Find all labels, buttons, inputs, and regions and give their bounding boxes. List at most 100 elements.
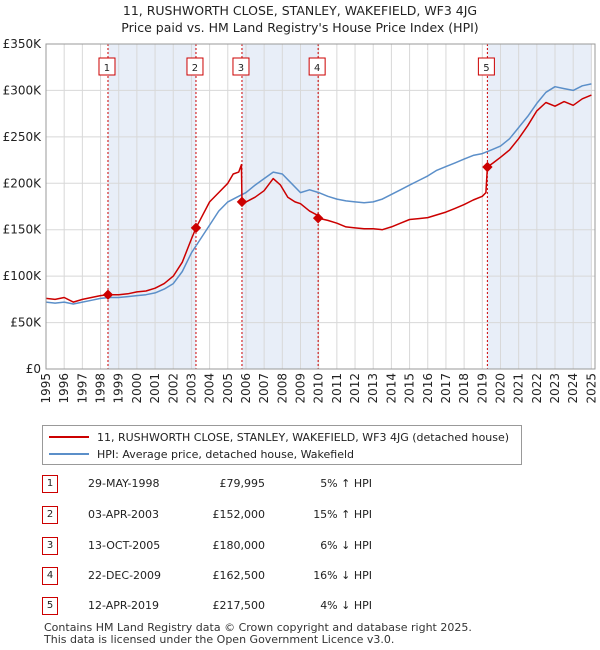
transaction-number: 2 xyxy=(42,506,58,524)
transaction-hpi: 16% ↓ HPI xyxy=(313,569,372,582)
transaction-date: 03-APR-2003 xyxy=(88,508,160,521)
sale-marker-lines: 1 2 3 4 5 xyxy=(98,44,495,369)
chart-title-line2: Price paid vs. HM Land Registry's House … xyxy=(121,20,479,35)
y-tick-label: £100K xyxy=(3,269,43,283)
legend-swatch-hpi xyxy=(49,453,89,455)
legend-item-property: 11, RUSHWORTH CLOSE, STANLEY, WAKEFIELD,… xyxy=(49,429,509,445)
sale-number-label: 2 xyxy=(192,63,198,74)
y-tick-label: £0 xyxy=(26,362,41,376)
sale-number-label: 5 xyxy=(483,63,489,74)
x-tick-label: 2018 xyxy=(457,373,471,404)
x-tick-label: 2024 xyxy=(566,373,580,404)
y-tick-label: £350K xyxy=(3,37,43,51)
sale-marker xyxy=(102,289,114,300)
footer-copyright: Contains HM Land Registry data © Crown c… xyxy=(44,621,472,634)
transaction-row: 1 29-MAY-1998 £79,995 5% ↑ HPI xyxy=(42,475,562,493)
hpi-line xyxy=(45,83,592,305)
x-tick-label: 2013 xyxy=(366,373,380,404)
chart-axes: £0 £50K £100K £150K £200K £250K £300K £350K 1995… xyxy=(3,37,599,404)
x-tick-label: 2010 xyxy=(312,373,326,404)
x-tick-label: 2006 xyxy=(239,373,253,404)
transaction-hpi: 6% ↓ HPI xyxy=(320,539,372,552)
y-tick-label: £50K xyxy=(10,316,42,330)
x-tick-label: 2000 xyxy=(130,373,144,404)
transaction-price: £162,500 xyxy=(212,569,266,582)
transaction-price: £79,995 xyxy=(219,477,266,490)
chart-series xyxy=(45,83,592,305)
x-tick-label: 1996 xyxy=(57,373,71,404)
sale-number-label: 4 xyxy=(314,63,320,74)
transaction-date: 22-DEC-2009 xyxy=(88,569,162,582)
x-tick-label: 2007 xyxy=(257,373,271,404)
transaction-row: 4 22-DEC-2009 £162,500 16% ↓ HPI xyxy=(42,567,562,585)
legend-label-hpi: HPI: Average price, detached house, Wake… xyxy=(97,447,355,461)
sale-number-box xyxy=(308,57,326,76)
shaded-ownership-spans xyxy=(46,44,595,369)
x-tick-label: 2001 xyxy=(148,373,162,404)
transaction-hpi: 5% ↑ HPI xyxy=(320,477,372,490)
x-tick-label: 2022 xyxy=(530,373,544,404)
sale-number-box xyxy=(232,57,250,76)
x-tick-label: 2025 xyxy=(584,373,598,404)
sale-number-box xyxy=(477,57,495,76)
transaction-row: 3 13-OCT-2005 £180,000 6% ↓ HPI xyxy=(42,537,562,555)
y-tick-label: £150K xyxy=(3,223,43,237)
x-tick-label: 1998 xyxy=(94,373,108,404)
x-tick-label: 2011 xyxy=(330,373,344,404)
x-tick-label: 2005 xyxy=(221,373,235,404)
x-tick-label: 2016 xyxy=(421,373,435,404)
x-tick-label: 1995 xyxy=(39,373,53,404)
transaction-price: £217,500 xyxy=(212,599,266,612)
transaction-number: 5 xyxy=(42,597,58,615)
price-chart: 1 2 3 4 5 £0 £50K £100K £150K £200K £250K £300K £35… xyxy=(3,37,599,404)
sale-marker xyxy=(312,212,324,224)
y-tick-label: £300K xyxy=(3,83,43,97)
transaction-price: £180,000 xyxy=(212,539,266,552)
sale-markers xyxy=(102,161,493,300)
x-tick-label: 2021 xyxy=(512,373,526,404)
chart-legend: 11, RUSHWORTH CLOSE, STANLEY, WAKEFIELD,… xyxy=(42,425,522,465)
property-price-line xyxy=(45,94,592,303)
shaded-span xyxy=(107,44,196,369)
x-tick-label: 2008 xyxy=(275,373,289,404)
transaction-date: 29-MAY-1998 xyxy=(88,477,160,490)
sale-number-label: 1 xyxy=(104,63,110,74)
transaction-date: 13-OCT-2005 xyxy=(88,539,161,552)
x-tick-label: 2020 xyxy=(493,373,507,404)
shaded-span xyxy=(241,44,319,369)
sale-number-box xyxy=(186,57,204,76)
sale-marker xyxy=(482,161,493,173)
transaction-hpi: 4% ↓ HPI xyxy=(320,599,372,612)
x-tick-label: 2003 xyxy=(184,373,198,404)
transaction-date: 12-APR-2019 xyxy=(88,599,160,612)
legend-swatch-property xyxy=(49,436,89,438)
x-tick-label: 2015 xyxy=(403,373,417,404)
y-tick-label: £250K xyxy=(3,130,43,144)
sale-number-box xyxy=(98,57,116,76)
chart-title-line1: 11, RUSHWORTH CLOSE, STANLEY, WAKEFIELD,… xyxy=(122,3,478,18)
transaction-row: 5 12-APR-2019 £217,500 4% ↓ HPI xyxy=(42,597,562,615)
x-tick-label: 1997 xyxy=(75,373,89,404)
x-tick-label: 2002 xyxy=(166,373,180,404)
sale-marker xyxy=(236,196,248,208)
y-tick-label: £200K xyxy=(3,176,43,190)
footer-licence: This data is licensed under the Open Gov… xyxy=(44,633,395,646)
plot-frame xyxy=(45,43,596,370)
transaction-row: 2 03-APR-2003 £152,000 15% ↑ HPI xyxy=(42,506,562,524)
transaction-number: 4 xyxy=(42,567,58,585)
transaction-number: 1 xyxy=(42,475,58,493)
sale-marker xyxy=(190,222,202,234)
x-tick-label: 2014 xyxy=(384,373,398,404)
sale-number-label: 3 xyxy=(238,63,244,74)
shaded-span xyxy=(487,44,592,369)
transaction-number: 3 xyxy=(42,537,58,555)
x-tick-label: 2019 xyxy=(475,373,489,404)
transaction-hpi: 15% ↑ HPI xyxy=(313,508,372,521)
x-tick-label: 2004 xyxy=(203,373,217,404)
x-tick-label: 2023 xyxy=(548,373,562,404)
x-tick-label: 2012 xyxy=(348,373,362,404)
legend-item-hpi: HPI: Average price, detached house, Wake… xyxy=(49,446,354,462)
x-tick-label: 2017 xyxy=(439,373,453,404)
transaction-price: £152,000 xyxy=(212,508,266,521)
legend-label-property: 11, RUSHWORTH CLOSE, STANLEY, WAKEFIELD,… xyxy=(97,430,510,444)
